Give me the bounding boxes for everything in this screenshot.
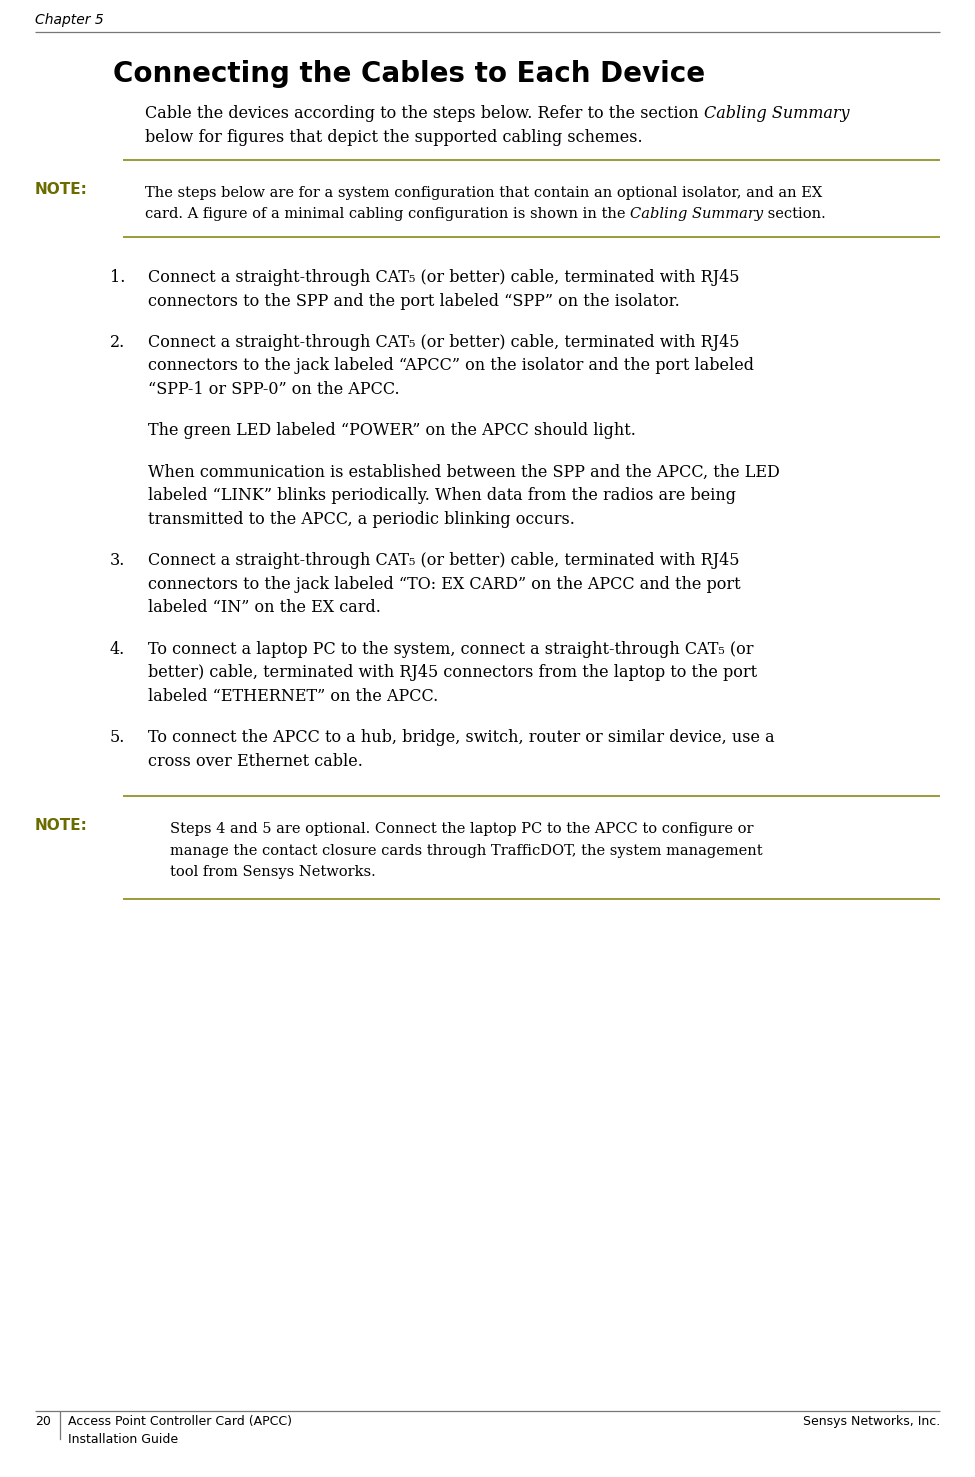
Text: transmitted to the APCC, a periodic blinking occurs.: transmitted to the APCC, a periodic blin… (148, 511, 575, 527)
Text: connectors to the jack labeled “TO: EX CARD” on the APCC and the port: connectors to the jack labeled “TO: EX C… (148, 576, 741, 592)
Text: connectors to the jack labeled “APCC” on the isolator and the port labeled: connectors to the jack labeled “APCC” on… (148, 357, 754, 375)
Text: NOTE:: NOTE: (35, 182, 88, 196)
Text: To connect a laptop PC to the system, connect a straight-through CAT₅ (or: To connect a laptop PC to the system, co… (148, 641, 754, 657)
Text: card. A figure of a minimal cabling configuration is shown in the: card. A figure of a minimal cabling conf… (145, 207, 630, 222)
Text: tool from Sensys Networks.: tool from Sensys Networks. (170, 866, 375, 879)
Text: 5.: 5. (110, 730, 126, 746)
Text: cross over Ethernet cable.: cross over Ethernet cable. (148, 753, 363, 770)
Text: labeled “LINK” blinks periodically. When data from the radios are being: labeled “LINK” blinks periodically. When… (148, 487, 736, 505)
Text: below for figures that depict the supported cabling schemes.: below for figures that depict the suppor… (145, 130, 643, 146)
Text: The green LED labeled “POWER” on the APCC should light.: The green LED labeled “POWER” on the APC… (148, 422, 636, 440)
Text: To connect the APCC to a hub, bridge, switch, router or similar device, use a: To connect the APCC to a hub, bridge, sw… (148, 730, 774, 746)
Text: manage the contact closure cards through TrafficDOT, the system management: manage the contact closure cards through… (170, 843, 762, 858)
Text: 1.: 1. (110, 269, 126, 287)
Text: Installation Guide: Installation Guide (68, 1433, 178, 1446)
Text: 4.: 4. (110, 641, 125, 657)
Text: NOTE:: NOTE: (35, 818, 88, 833)
Text: Chapter 5: Chapter 5 (35, 13, 103, 27)
Text: 2.: 2. (110, 334, 125, 352)
Text: section.: section. (763, 207, 826, 222)
Text: The steps below are for a system configuration that contain an optional isolator: The steps below are for a system configu… (145, 186, 822, 199)
Text: Connecting the Cables to Each Device: Connecting the Cables to Each Device (113, 61, 705, 89)
Text: connectors to the SPP and the port labeled “SPP” on the isolator.: connectors to the SPP and the port label… (148, 292, 680, 310)
Text: “SPP-1 or SPP-0” on the APCC.: “SPP-1 or SPP-0” on the APCC. (148, 381, 400, 397)
Text: Cabling Summary: Cabling Summary (630, 207, 763, 222)
Text: labeled “IN” on the EX card.: labeled “IN” on the EX card. (148, 600, 381, 616)
Text: Steps 4 and 5 are optional. Connect the laptop PC to the APCC to configure or: Steps 4 and 5 are optional. Connect the … (170, 823, 754, 836)
Text: Sensys Networks, Inc.: Sensys Networks, Inc. (802, 1415, 940, 1428)
Text: When communication is established between the SPP and the APCC, the LED: When communication is established betwee… (148, 464, 780, 482)
Text: Cable the devices according to the steps below. Refer to the section: Cable the devices according to the steps… (145, 105, 704, 123)
Text: Connect a straight-through CAT₅ (or better) cable, terminated with RJ45: Connect a straight-through CAT₅ (or bett… (148, 334, 739, 352)
Text: 3.: 3. (110, 552, 126, 570)
Text: Access Point Controller Card (APCC): Access Point Controller Card (APCC) (68, 1415, 292, 1428)
Text: Connect a straight-through CAT₅ (or better) cable, terminated with RJ45: Connect a straight-through CAT₅ (or bett… (148, 552, 739, 570)
Text: labeled “ETHERNET” on the APCC.: labeled “ETHERNET” on the APCC. (148, 688, 438, 705)
Text: 20: 20 (35, 1415, 51, 1428)
Text: Connect a straight-through CAT₅ (or better) cable, terminated with RJ45: Connect a straight-through CAT₅ (or bett… (148, 269, 739, 287)
Text: better) cable, terminated with RJ45 connectors from the laptop to the port: better) cable, terminated with RJ45 conn… (148, 665, 758, 681)
Text: Cabling Summary: Cabling Summary (704, 105, 849, 123)
